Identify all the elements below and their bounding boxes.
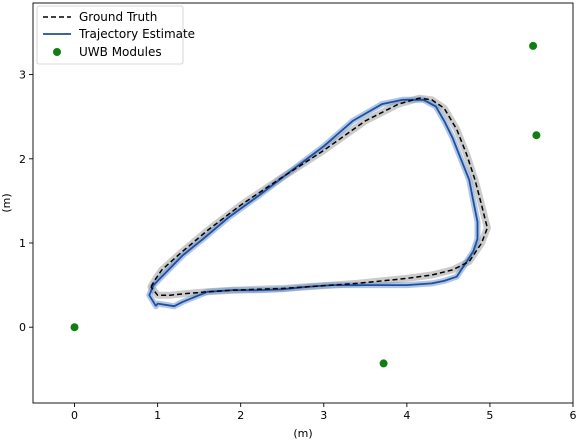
- ground-truth-line: [150, 97, 489, 296]
- plot-frame: [32, 2, 574, 404]
- uwb-module-marker: [379, 359, 388, 368]
- y-tick-label: 2: [19, 153, 26, 166]
- legend-uwb-swatch: [53, 48, 61, 56]
- x-tick-label: 5: [486, 409, 493, 422]
- y-tick-label: 3: [19, 69, 26, 82]
- x-tick-label: 4: [403, 409, 410, 422]
- legend-trajectory-label: Trajectory Estimate: [78, 27, 195, 41]
- x-tick-label: 6: [570, 409, 577, 422]
- legend-uwb-label: UWB Modules: [79, 45, 162, 59]
- markers-layer: [70, 41, 541, 368]
- y-tick-label: 0: [19, 321, 26, 334]
- uwb-module-marker: [532, 131, 541, 140]
- x-axis-label: (m): [293, 427, 312, 440]
- y-axis-label: (m): [0, 193, 13, 212]
- legend-box: [36, 5, 184, 65]
- trajectory-estimate-line: [148, 98, 479, 308]
- y-ticks: 0 1 2 3: [19, 69, 33, 334]
- x-tick-label: 3: [320, 409, 327, 422]
- ground-truth-band: [147, 94, 491, 299]
- gt-band-layer: [147, 94, 491, 299]
- legend: Ground Truth Trajectory Estimate UWB Mod…: [36, 5, 195, 65]
- x-tick-label: 0: [71, 409, 78, 422]
- x-ticks: 0 1 2 3 4 5 6: [71, 403, 577, 422]
- uwb-module-marker: [70, 323, 79, 332]
- y-tick-label: 1: [19, 237, 26, 250]
- x-tick-label: 2: [237, 409, 244, 422]
- lines-layer: [148, 97, 489, 308]
- legend-ground-truth-label: Ground Truth: [79, 10, 157, 24]
- x-tick-label: 1: [154, 409, 161, 422]
- uwb-module-marker: [529, 41, 538, 50]
